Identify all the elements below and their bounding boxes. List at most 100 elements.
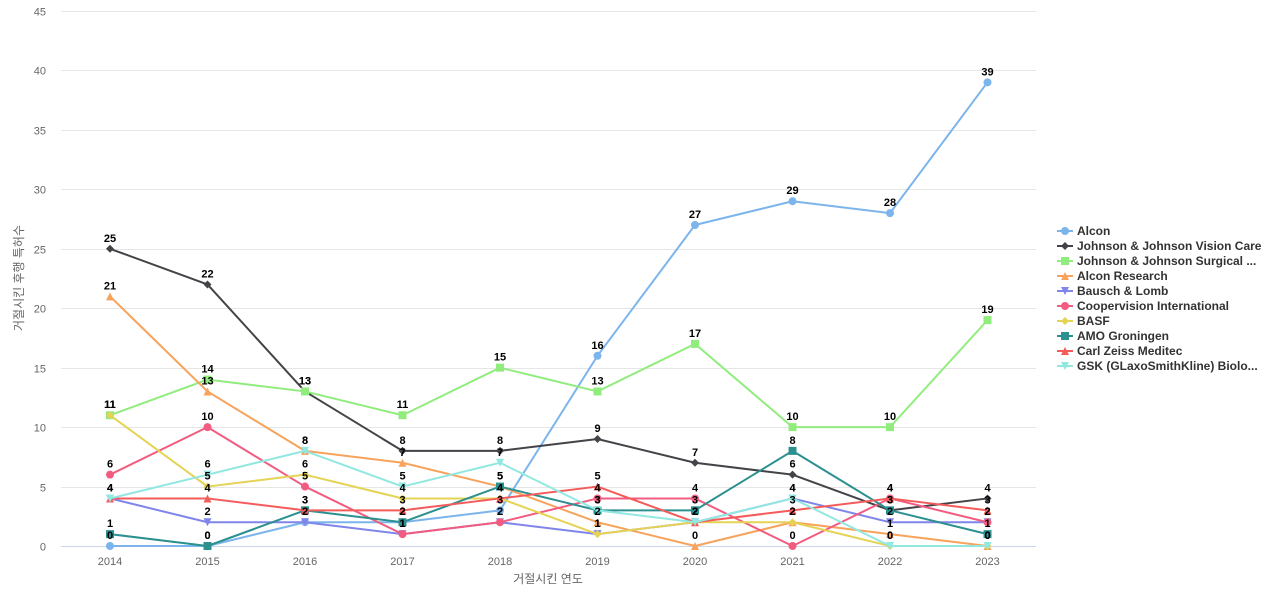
legend-item[interactable]: Carl Zeiss Meditec	[1057, 344, 1183, 358]
data-point[interactable]	[983, 316, 992, 325]
data-point[interactable]	[593, 351, 602, 360]
data-point[interactable]	[886, 423, 894, 432]
data-point[interactable]	[203, 518, 212, 527]
legend-marker[interactable]	[1061, 332, 1069, 340]
data-point[interactable]	[691, 506, 699, 515]
data-point[interactable]	[983, 518, 992, 527]
data-point[interactable]	[203, 482, 212, 491]
data-point[interactable]	[398, 506, 407, 515]
data-point[interactable]	[788, 506, 797, 515]
data-point[interactable]	[203, 494, 212, 503]
data-point[interactable]	[593, 530, 602, 539]
data-point[interactable]	[106, 530, 114, 539]
data-point[interactable]	[203, 423, 212, 432]
data-point[interactable]	[788, 470, 797, 479]
legend-marker[interactable]	[1061, 317, 1069, 325]
data-point[interactable]	[886, 530, 894, 539]
data-point[interactable]	[301, 506, 309, 515]
data-point[interactable]	[788, 542, 797, 550]
data-point[interactable]	[301, 518, 309, 527]
data-point[interactable]	[398, 494, 407, 503]
legend-marker[interactable]	[1061, 257, 1069, 265]
data-point[interactable]	[691, 518, 699, 527]
data-point[interactable]	[788, 518, 797, 527]
data-point[interactable]	[203, 280, 212, 289]
data-point[interactable]	[398, 446, 407, 455]
data-point[interactable]	[788, 423, 797, 432]
data-point[interactable]	[983, 78, 992, 87]
data-point[interactable]	[691, 458, 699, 467]
data-label: 0	[984, 530, 990, 542]
legend-item[interactable]: GSK (GLaxoSmithKline) Biolo...	[1057, 359, 1258, 373]
data-point[interactable]	[983, 494, 992, 503]
data-point[interactable]	[691, 339, 699, 348]
data-point[interactable]	[886, 494, 894, 503]
data-point[interactable]	[301, 387, 309, 396]
data-point[interactable]	[496, 506, 504, 515]
data-point[interactable]	[886, 506, 894, 515]
data-point[interactable]	[496, 494, 504, 503]
legend-marker[interactable]	[1061, 302, 1069, 310]
data-point[interactable]	[106, 494, 114, 503]
data-point[interactable]	[496, 458, 504, 467]
data-point[interactable]	[788, 446, 797, 455]
data-label: 0	[789, 530, 795, 542]
data-point[interactable]	[398, 411, 407, 420]
data-point[interactable]	[398, 458, 407, 467]
legend-marker[interactable]	[1061, 287, 1069, 295]
legend-item[interactable]: Alcon Research	[1057, 269, 1168, 283]
data-point[interactable]	[398, 482, 407, 491]
data-point[interactable]	[593, 387, 602, 396]
legend-item[interactable]: Bausch & Lomb	[1057, 284, 1168, 298]
data-point[interactable]	[593, 518, 602, 527]
data-point[interactable]	[691, 542, 699, 550]
data-point[interactable]	[886, 518, 894, 527]
data-point[interactable]	[301, 446, 309, 455]
data-point[interactable]	[203, 387, 212, 396]
series-0	[106, 78, 992, 550]
data-point[interactable]	[398, 518, 407, 527]
legend-marker[interactable]	[1061, 347, 1069, 355]
data-point[interactable]	[106, 244, 114, 253]
data-point[interactable]	[106, 292, 114, 301]
data-label: 2	[692, 506, 698, 518]
legend-marker[interactable]	[1061, 227, 1069, 235]
data-point[interactable]	[691, 221, 699, 229]
data-point[interactable]	[106, 411, 114, 420]
data-point[interactable]	[398, 530, 407, 539]
legend-item[interactable]: Coopervision International	[1057, 299, 1229, 313]
legend-item[interactable]: BASF	[1057, 314, 1110, 328]
data-point[interactable]	[496, 518, 504, 527]
data-point[interactable]	[106, 542, 114, 550]
data-point[interactable]	[593, 506, 602, 515]
data-point[interactable]	[106, 470, 114, 479]
data-point[interactable]	[788, 197, 797, 206]
legend-marker[interactable]	[1061, 272, 1069, 280]
data-point[interactable]	[983, 542, 992, 550]
data-point[interactable]	[496, 446, 504, 455]
data-point[interactable]	[886, 209, 894, 218]
data-point[interactable]	[301, 470, 309, 479]
data-label: 8	[399, 435, 405, 447]
legend-item[interactable]: Alcon	[1057, 224, 1110, 238]
data-point[interactable]	[886, 542, 894, 550]
legend-marker[interactable]	[1061, 242, 1069, 250]
series-line	[109, 295, 989, 547]
data-point[interactable]	[203, 470, 212, 479]
data-point[interactable]	[593, 482, 602, 491]
data-point[interactable]	[496, 482, 504, 491]
data-point[interactable]	[691, 494, 699, 503]
legend-item[interactable]: AMO Groningen	[1057, 329, 1169, 343]
legend-item[interactable]: Johnson & Johnson Vision Care	[1057, 239, 1262, 253]
legend-marker[interactable]	[1061, 362, 1069, 370]
data-point[interactable]	[983, 506, 992, 515]
data-point[interactable]	[496, 363, 504, 372]
data-point[interactable]	[203, 375, 212, 384]
data-point[interactable]	[983, 530, 992, 539]
data-point[interactable]	[203, 542, 212, 550]
data-point[interactable]	[593, 494, 602, 503]
legend-item[interactable]: Johnson & Johnson Surgical ...	[1057, 254, 1256, 268]
data-point[interactable]	[788, 494, 797, 503]
data-point[interactable]	[593, 435, 602, 443]
data-point[interactable]	[301, 482, 309, 491]
